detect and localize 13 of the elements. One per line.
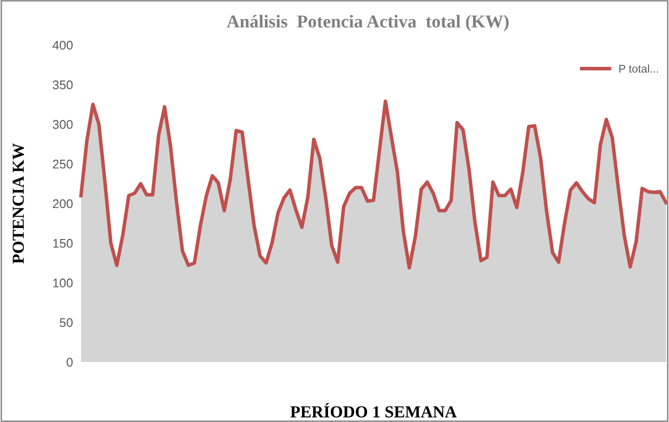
y-tick-label: 200 [52,199,73,208]
y-tick-label: 150 [53,238,73,248]
y-axis-title: POTENCIA KW [12,143,24,264]
y-tick-label: 50 [60,318,73,328]
x-axis-title: PERÍODO 1 SEMANA [290,403,457,418]
y-tick-label: 350 [52,80,73,90]
y-tick-label: 0 [66,358,73,367]
y-tick-label: 300 [52,120,73,129]
y-tick-label: 400 [52,40,73,50]
y-tick-label: 100 [53,278,73,288]
chart-title: Análisis Potencia Activa total (KW) [226,14,509,32]
y-tick-label: 250 [52,160,73,169]
legend-label: P total... [619,64,658,73]
